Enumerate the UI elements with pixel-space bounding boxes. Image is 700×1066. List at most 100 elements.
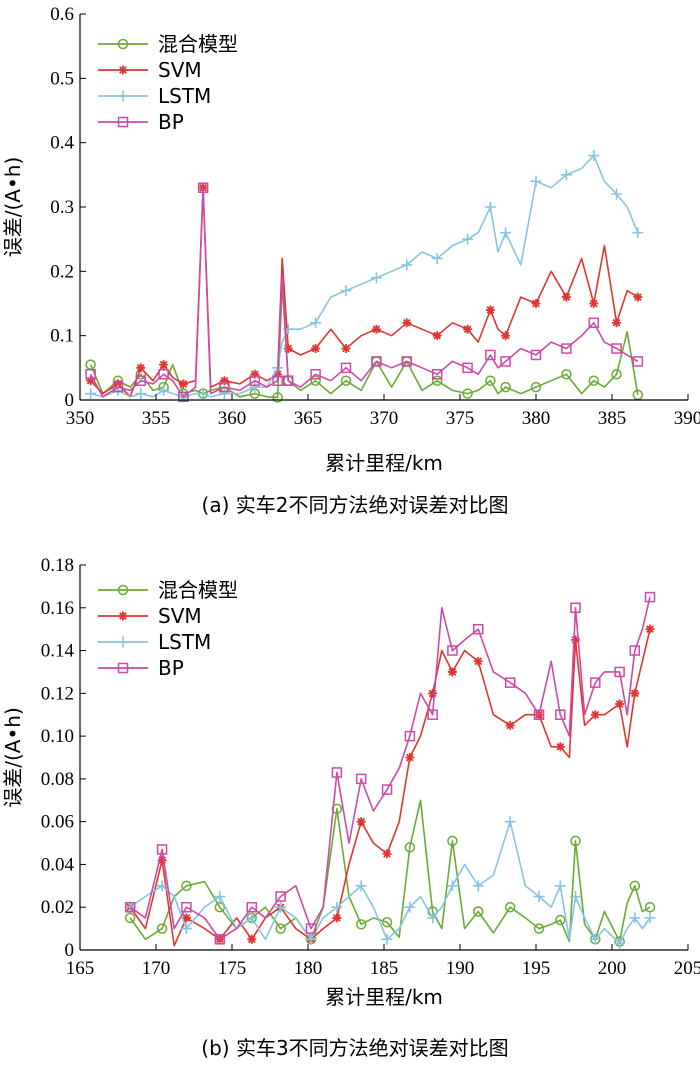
data-point xyxy=(447,667,457,677)
data-point xyxy=(473,656,483,666)
data-point xyxy=(561,292,571,302)
data-point xyxy=(305,923,317,934)
data-point xyxy=(356,817,366,827)
legend-item: LSTM xyxy=(98,84,211,108)
x-tick-label: 350 xyxy=(66,408,95,429)
x-axis-label: 累计里程/km xyxy=(325,985,443,1009)
x-tick-label: 180 xyxy=(294,958,323,979)
legend-label: BP xyxy=(158,656,184,680)
data-point xyxy=(370,272,382,284)
data-point xyxy=(355,919,367,930)
data-point xyxy=(311,344,321,354)
data-point xyxy=(611,369,622,380)
data-point xyxy=(644,912,656,924)
data-point xyxy=(530,175,542,187)
data-point xyxy=(275,901,287,913)
data-point xyxy=(282,375,294,386)
data-point xyxy=(401,356,413,367)
legend-label: SVM xyxy=(158,604,202,628)
x-axis-label: 累计里程/km xyxy=(325,451,443,475)
data-point xyxy=(355,773,367,785)
data-point xyxy=(332,913,342,923)
data-point xyxy=(124,912,136,924)
data-point xyxy=(181,913,191,923)
data-point xyxy=(462,362,473,374)
data-point xyxy=(629,880,641,892)
data-point xyxy=(156,844,168,855)
data-point xyxy=(113,379,123,389)
data-point xyxy=(614,938,626,950)
y-tick-label: 0.06 xyxy=(41,812,74,833)
data-point xyxy=(305,933,317,945)
data-point xyxy=(159,360,169,370)
y-tick-label: 0.6 xyxy=(50,4,74,25)
legend-marker xyxy=(117,662,129,674)
data-point xyxy=(178,379,188,389)
y-tick-label: 0.18 xyxy=(41,555,74,576)
data-point xyxy=(530,381,542,393)
y-tick-label: 0.12 xyxy=(41,683,74,704)
data-point xyxy=(340,362,352,374)
data-point xyxy=(340,375,352,386)
y-tick-label: 0.08 xyxy=(41,769,74,790)
y-tick-label: 0.04 xyxy=(41,854,75,875)
legend-marker xyxy=(117,584,129,596)
data-point xyxy=(501,331,511,341)
data-point xyxy=(246,912,258,924)
data-point xyxy=(500,356,511,367)
data-point xyxy=(404,730,416,742)
data-point xyxy=(590,677,601,688)
data-point xyxy=(589,933,601,945)
legend-item: BP xyxy=(98,110,184,134)
x-tick-label: 175 xyxy=(218,958,247,979)
data-point xyxy=(249,375,261,386)
legend-item: 混合模型 xyxy=(98,32,238,56)
data-point xyxy=(331,803,343,815)
data-point xyxy=(472,880,484,892)
data-point xyxy=(310,317,322,329)
data-point xyxy=(570,602,581,614)
y-tick-label: 0.4 xyxy=(50,133,74,154)
x-tick-label: 380 xyxy=(522,408,551,429)
data-point xyxy=(331,767,343,778)
data-point xyxy=(136,363,146,373)
data-point xyxy=(214,901,226,913)
data-point xyxy=(404,842,416,853)
data-point xyxy=(156,923,168,934)
data-point xyxy=(505,720,515,730)
data-point xyxy=(644,901,656,913)
legend-marker xyxy=(118,611,128,621)
data-point xyxy=(249,381,261,393)
chart-2: 0 0.02 0.04 0.06 0.08 0.10 0.12 0.14 0.16 0.18 165… xyxy=(1,555,700,1060)
data-point xyxy=(629,912,641,924)
data-point xyxy=(447,835,458,847)
data-point xyxy=(560,169,572,181)
data-point xyxy=(555,914,566,926)
data-point xyxy=(571,635,581,645)
y-tick-label: 0.16 xyxy=(41,598,74,619)
data-point xyxy=(355,880,367,892)
data-point xyxy=(158,369,169,380)
data-point xyxy=(275,891,286,902)
series-2 xyxy=(86,183,643,398)
data-point xyxy=(447,645,458,656)
data-point xyxy=(485,375,496,386)
data-point xyxy=(462,388,473,399)
series-3 xyxy=(124,816,656,950)
y-tick-label: 0.02 xyxy=(41,897,74,918)
data-point xyxy=(614,666,625,678)
data-point xyxy=(219,376,229,386)
x-tick-label: 370 xyxy=(370,408,399,429)
data-point xyxy=(197,388,209,400)
legend-label: BP xyxy=(158,110,184,134)
y-axis-label: 误差/(A•h) xyxy=(1,157,25,258)
data-point xyxy=(472,906,484,917)
x-tick-label: 355 xyxy=(142,408,171,429)
y-tick-label: 0.5 xyxy=(50,68,74,89)
data-point xyxy=(283,344,293,354)
x-tick-label: 365 xyxy=(294,408,323,429)
data-point xyxy=(86,376,96,386)
data-point xyxy=(381,784,393,795)
